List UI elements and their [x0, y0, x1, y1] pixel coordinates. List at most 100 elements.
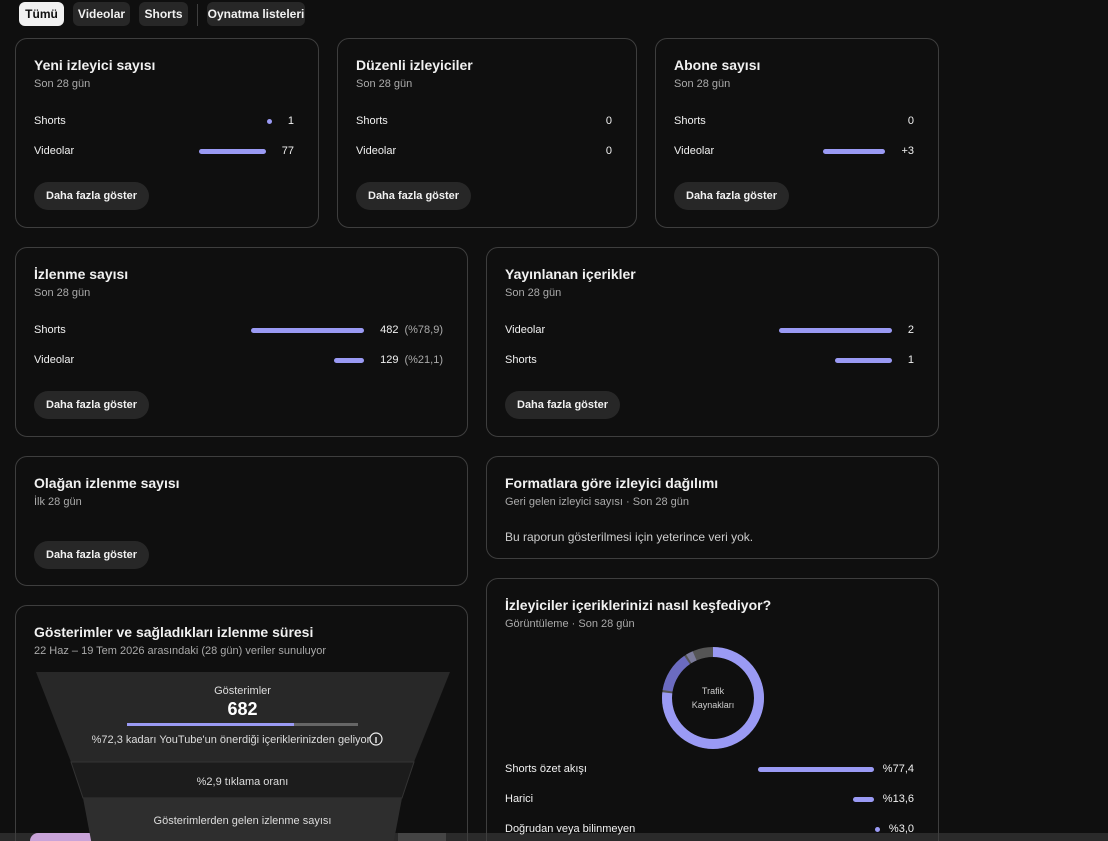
row-share: (%78,9): [404, 324, 443, 336]
row-label: Doğrudan veya bilinmeyen: [505, 823, 636, 835]
row-label: Shorts: [674, 115, 706, 127]
row-label: Shorts: [505, 354, 537, 366]
stat-row: Doğrudan veya bilinmeyen %3,0: [505, 819, 914, 839]
row-value: 2: [907, 324, 914, 336]
row-bar: [198, 148, 266, 154]
stat-row: Shorts 1: [34, 111, 294, 131]
donut: Trafik Kaynakları: [662, 647, 764, 749]
tab[interactable]: Oynatma listeleri: [207, 2, 305, 26]
stat-row: Shorts 482 (%78,9): [34, 320, 443, 340]
stat-row: Shorts 1: [505, 350, 914, 370]
stat-row: Videolar +3: [674, 141, 914, 161]
donut-label: Trafik: [702, 686, 725, 696]
more-button[interactable]: Daha fazla göster: [34, 182, 150, 210]
funnel-bottom: [83, 798, 402, 841]
row-value: 0: [605, 145, 612, 157]
impressions-note: %72,3 kadarı YouTube'un önerdiği içerikl…: [91, 734, 371, 746]
tab-separator: [197, 4, 198, 26]
impressions-value: 682: [227, 699, 258, 719]
empty-message: Bu raporun gösterilmesi için yeterince v…: [505, 530, 754, 544]
card-title: Gösterimler ve sağladıkları izlenme süre…: [34, 624, 314, 640]
more-button[interactable]: Daha fazla göster: [34, 391, 150, 419]
row-label: Shorts: [34, 324, 66, 336]
donut-label: Kaynakları: [692, 700, 735, 710]
card-title: İzlenme sayısı: [34, 266, 129, 282]
stat-row: Shorts 0: [356, 111, 612, 131]
donut-segment: [662, 647, 764, 749]
stat-row: Videolar 77: [34, 141, 294, 161]
card-subtitle: Son 28 gün: [356, 78, 413, 90]
row-label: Videolar: [356, 145, 397, 157]
more-button[interactable]: Daha fazla göster: [505, 391, 621, 419]
card: İzlenme sayısı Son 28 gün Shorts 482 (%78,9)…: [15, 247, 468, 437]
funnel: [36, 672, 450, 841]
row-value: +3: [901, 145, 914, 157]
row-value: 129: [380, 354, 399, 366]
more-button[interactable]: Daha fazla göster: [674, 182, 790, 210]
row-value: 1: [907, 354, 914, 366]
card-subtitle: Son 28 gün: [505, 287, 562, 299]
card: Yayınlanan içerikler Son 28 gün Videolar 2 S…: [486, 247, 939, 437]
impressions-label: Gösterimler: [214, 685, 271, 697]
row-value: 0: [907, 115, 914, 127]
card-title: Abone sayısı: [674, 57, 761, 73]
row-bar: [853, 796, 874, 802]
row-bar: [333, 357, 365, 363]
row-label: Harici: [505, 793, 534, 805]
row-bar: [757, 766, 874, 772]
row-share: (%21,1): [404, 354, 443, 366]
stat-row: Shorts özet akışı %77,4: [505, 759, 914, 779]
row-bar: [778, 327, 892, 333]
card-title: Yayınlanan içerikler: [505, 266, 636, 282]
more-button[interactable]: Daha fazla göster: [34, 541, 150, 569]
tab[interactable]: Shorts: [139, 2, 188, 26]
card-title: Olağan izlenme sayısı: [34, 475, 180, 491]
bottom-strip: [0, 833, 1108, 841]
card-subtitle: Son 28 gün: [674, 78, 731, 90]
card-title: Formatlara göre izleyici dağılımı: [505, 475, 719, 491]
card: Düzenli izleyiciler Son 28 gün Shorts 0 Vide…: [337, 38, 637, 228]
row-value: 1: [287, 115, 294, 127]
row-value: 77: [281, 145, 294, 157]
card-subtitle: Son 28 gün: [34, 287, 91, 299]
card: Olağan izlenme sayısı İlk 28 gün Daha fazl…: [15, 456, 468, 586]
card-subtitle: İlk 28 gün: [34, 496, 82, 508]
stat-row: Videolar 2: [505, 320, 914, 340]
row-bar: [266, 118, 272, 124]
stat-row: Shorts 0: [674, 111, 914, 131]
stat-row: Harici %13,6: [505, 789, 914, 809]
stat-row: Videolar 0: [356, 141, 612, 161]
views-label: Gösterimlerden gelen izlenme sayısı: [153, 815, 332, 827]
row-bar: [874, 826, 880, 832]
stat-row: Videolar 129 (%21,1): [34, 350, 443, 370]
row-label: Videolar: [34, 354, 75, 366]
funnel-top: [36, 672, 450, 762]
row-bar: [250, 327, 365, 333]
info-icon: [369, 732, 383, 746]
row-value: %77,4: [882, 763, 914, 775]
row-value: %13,6: [882, 793, 914, 805]
card-title: Düzenli izleyiciler: [356, 57, 473, 73]
tab[interactable]: Tümü: [19, 2, 64, 26]
card-subtitle: Görüntüleme · Son 28 gün: [505, 618, 635, 630]
card-title: İzleyiciler içeriklerinizi nasıl keşfedi…: [505, 597, 772, 613]
card-subtitle: 22 Haz – 19 Tem 2026 arasındaki (28 gün)…: [34, 645, 327, 657]
row-label: Shorts: [356, 115, 388, 127]
card: İzleyiciler içeriklerinizi nasıl keşfedi…: [486, 578, 939, 841]
row-label: Shorts: [34, 115, 66, 127]
more-button[interactable]: Daha fazla göster: [356, 182, 472, 210]
card-subtitle: Geri gelen izleyici sayısı · Son 28 gün: [505, 496, 690, 508]
row-label: Videolar: [505, 324, 546, 336]
row-label: Videolar: [674, 145, 715, 157]
tab[interactable]: Videolar: [73, 2, 130, 26]
card: Formatlara göre izleyici dağılımı Geri ge…: [486, 456, 939, 559]
row-value: 482: [380, 324, 399, 336]
row-bar: [822, 148, 886, 154]
card-title: Yeni izleyici sayısı: [34, 57, 156, 73]
row-bar: [835, 357, 892, 363]
row-value: %3,0: [888, 823, 914, 835]
card-subtitle: Son 28 gün: [34, 78, 91, 90]
card: Yeni izleyici sayısı Son 28 gün Shorts 1 Vid…: [15, 38, 319, 228]
row-value: 0: [605, 115, 612, 127]
